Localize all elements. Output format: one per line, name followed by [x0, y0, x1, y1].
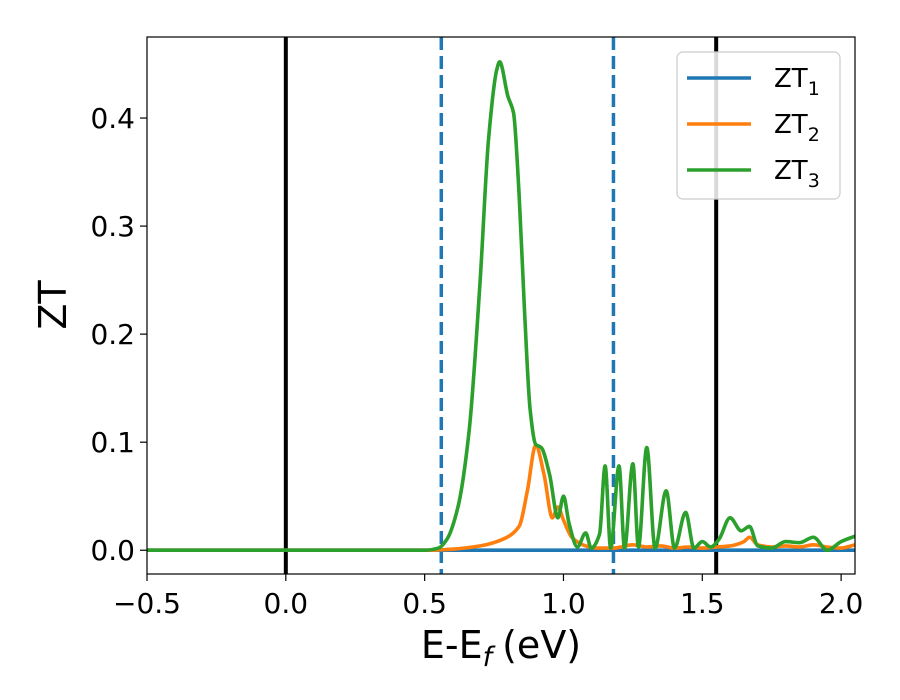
x-tick-label: −0.5 — [113, 587, 181, 620]
series-line-zt3 — [147, 60, 855, 553]
legend-box — [676, 51, 841, 200]
data-series — [147, 60, 855, 553]
y-tick-label: 0.0 — [90, 534, 135, 567]
x-tick-label: 2.0 — [819, 587, 864, 620]
legend: ZT1 ZT2 ZT3 — [676, 51, 841, 200]
legend-label-zt3: ZT3 — [774, 156, 820, 192]
x-axis-label: E-Ef (eV) — [421, 623, 581, 673]
y-axis-label: ZT — [31, 280, 75, 330]
plot-frame — [146, 36, 856, 575]
y-tick-label: 0.1 — [90, 426, 135, 459]
legend-label-zt2: ZT2 — [774, 110, 820, 146]
y-tick-label: 0.3 — [90, 210, 135, 243]
x-tick-label: 0.0 — [264, 587, 309, 620]
x-tick-label: 0.5 — [402, 587, 447, 620]
legend-label-zt1: ZT1 — [774, 64, 820, 100]
x-axis-label-unit: (eV) — [502, 623, 581, 667]
y-tick-label: 0.4 — [90, 102, 135, 135]
x-tick-label: 1.0 — [541, 587, 586, 620]
x-ticks: −0.5 0.0 0.5 1.0 1.5 2.0 — [113, 574, 863, 620]
y-ticks: 0.0 0.1 0.2 0.3 0.4 — [90, 102, 147, 567]
x-tick-label: 1.5 — [680, 587, 725, 620]
y-tick-label: 0.2 — [90, 318, 135, 351]
